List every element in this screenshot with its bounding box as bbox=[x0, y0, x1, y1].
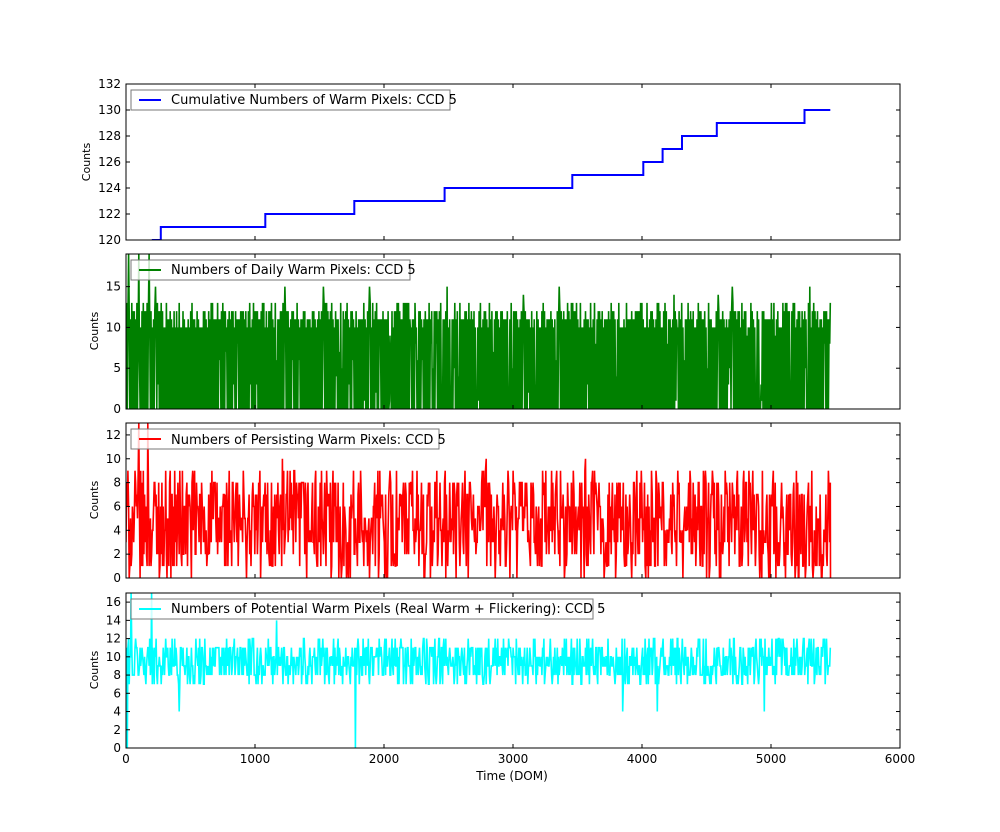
y-tick-label: 10 bbox=[106, 452, 121, 466]
x-tick-label: 3000 bbox=[498, 752, 529, 766]
y-tick-label: 6 bbox=[113, 499, 121, 513]
legend-label: Numbers of Daily Warm Pixels: CCD 5 bbox=[171, 263, 416, 278]
y-tick-label: 12 bbox=[106, 632, 121, 646]
y-tick-label: 10 bbox=[106, 320, 121, 334]
y-tick-label: 128 bbox=[98, 129, 121, 143]
y-tick-label: 12 bbox=[106, 428, 121, 442]
y-tick-label: 14 bbox=[106, 613, 121, 627]
cumulative-warm-pixels-panel: Counts 120 122 124 126 128 130 132 Cumulative N… bbox=[80, 77, 901, 247]
y-tick-label: 10 bbox=[106, 650, 121, 664]
persisting-warm-pixels-panel: Counts 0 2 4 6 8 10 12 Numbers of Persisting Wa… bbox=[88, 422, 901, 585]
y-tick-label: 5 bbox=[113, 361, 121, 375]
y-tick-label: 6 bbox=[113, 686, 121, 700]
y-tick-label: 0 bbox=[113, 571, 121, 585]
y-tick-label: 4 bbox=[113, 523, 121, 537]
y-tick-label: 122 bbox=[98, 207, 121, 221]
x-tick-label: 4000 bbox=[627, 752, 658, 766]
y-tick-label: 132 bbox=[98, 77, 121, 91]
daily-warm-pixels-panel: Counts 0 5 10 15 Numbers of Daily Warm Pixel… bbox=[88, 253, 901, 416]
legend-label: Cumulative Numbers of Warm Pixels: CCD 5 bbox=[171, 93, 457, 108]
y-tick-label: 8 bbox=[113, 668, 121, 682]
ylabel: Counts bbox=[88, 312, 101, 351]
y-tick-label: 8 bbox=[113, 476, 121, 490]
x-tick-label: 6000 bbox=[885, 752, 916, 766]
xlabel: Time (DOM) bbox=[475, 769, 548, 783]
legend-box bbox=[130, 598, 594, 620]
y-tick-label: 0 bbox=[113, 402, 121, 416]
y-tick-label: 126 bbox=[98, 155, 121, 169]
ylabel: Counts bbox=[88, 651, 101, 690]
series-line bbox=[126, 423, 832, 578]
y-tick-label: 4 bbox=[113, 705, 121, 719]
legend-label: Numbers of Persisting Warm Pixels: CCD 5 bbox=[171, 433, 446, 448]
series-line bbox=[151, 109, 831, 240]
x-tick-label: 0 bbox=[122, 752, 130, 766]
series-line bbox=[126, 254, 832, 409]
ylabel: Counts bbox=[88, 481, 101, 520]
potential-warm-pixels-panel: Counts Time (DOM) 0 2 4 6 8 10 12 14 16 0 1000 2000… bbox=[88, 592, 916, 783]
legend-box bbox=[130, 89, 451, 111]
legend-box bbox=[130, 259, 411, 281]
y-tick-label: 2 bbox=[113, 547, 121, 561]
y-tick-label: 130 bbox=[98, 103, 121, 117]
y-tick-label: 2 bbox=[113, 723, 121, 737]
y-tick-label: 16 bbox=[106, 595, 121, 609]
x-tick-label: 2000 bbox=[369, 752, 400, 766]
x-tick-label: 1000 bbox=[240, 752, 271, 766]
y-tick-label: 124 bbox=[98, 181, 121, 195]
legend-label: Numbers of Potential Warm Pixels (Real W… bbox=[171, 602, 605, 617]
y-tick-label: 0 bbox=[113, 741, 121, 755]
y-tick-label: 120 bbox=[98, 233, 121, 247]
y-tick-label: 15 bbox=[106, 280, 121, 294]
ylabel: Counts bbox=[80, 143, 93, 182]
x-tick-label: 5000 bbox=[756, 752, 787, 766]
series-line bbox=[126, 593, 832, 748]
legend-box bbox=[130, 428, 440, 450]
